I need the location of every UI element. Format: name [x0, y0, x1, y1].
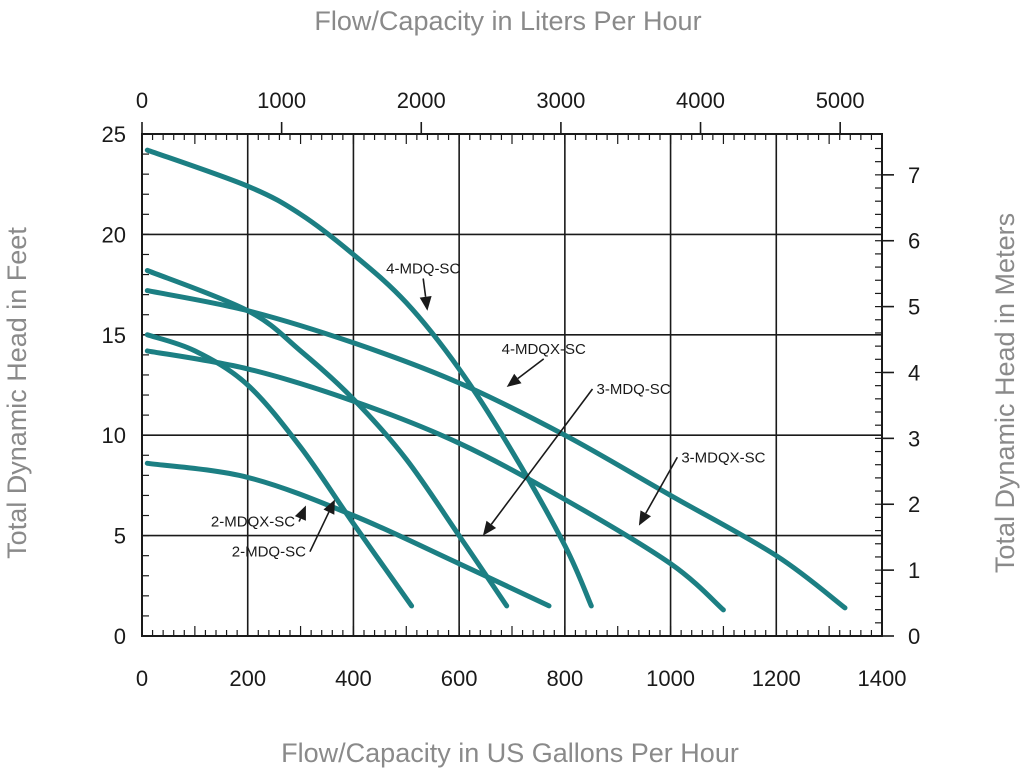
annotation-2-mdq-sc: 2-MDQ-SC [232, 499, 335, 561]
x-tick-label: 800 [546, 666, 583, 691]
x2-tick-label: 2000 [397, 88, 446, 113]
y2-tick-label: 4 [908, 360, 920, 385]
x-tick-label: 200 [229, 666, 266, 691]
leader-line [298, 518, 302, 522]
y2-tick-label: 0 [908, 624, 920, 649]
y-tick-label: 25 [102, 122, 126, 147]
curve-label-3-mdqx-sc: 3-MDQX-SC [681, 449, 765, 466]
curve-label-4-mdqx-sc: 4-MDQX-SC [502, 341, 586, 358]
curve-3-mdqx-sc [144, 348, 726, 613]
arrowhead [638, 510, 651, 526]
curve-label-2-mdqx-sc: 2-MDQX-SC [211, 514, 295, 531]
leader-line [645, 456, 679, 514]
curve-label-3-mdq-sc: 3-MDQ-SC [596, 381, 670, 398]
x2-tick-label: 4000 [676, 88, 725, 113]
x-tick-label: 1000 [646, 666, 695, 691]
x-tick-label: 0 [136, 666, 148, 691]
annotation-4-mdqx-sc: 4-MDQX-SC [502, 341, 586, 387]
curve-4-mdq-sc [144, 147, 594, 609]
y2-tick-label: 6 [908, 229, 920, 254]
y2-tick-label: 7 [908, 163, 920, 188]
y-tick-label: 10 [102, 423, 126, 448]
curve-label-4-mdq-sc: 4-MDQ-SC [386, 261, 460, 278]
curve-4-mdqx-sc [144, 288, 848, 611]
series [144, 147, 848, 613]
y2-tick-label: 2 [908, 492, 920, 517]
arrowhead [294, 505, 306, 521]
annotation-3-mdq-sc: 3-MDQ-SC [482, 381, 671, 536]
x-tick-label: 600 [441, 666, 478, 691]
x2-tick-label: 0 [136, 88, 148, 113]
curve-2-mdq-sc [144, 332, 415, 609]
y2-tick-label: 5 [908, 295, 920, 320]
x-tick-label: 1200 [752, 666, 801, 691]
x2-tick-label: 5000 [816, 88, 865, 113]
leader-line [490, 388, 594, 525]
curve-2-mdqx-sc [144, 460, 552, 609]
right-axis-title: Total Dynamic Head in Meters [990, 213, 1020, 573]
y-tick-label: 5 [114, 524, 126, 549]
arrowhead [323, 499, 335, 515]
x-tick-label: 400 [335, 666, 372, 691]
annotation-2-mdqx-sc: 2-MDQX-SC [211, 505, 306, 531]
arrowhead [482, 520, 497, 536]
curve-label-2-mdq-sc: 2-MDQ-SC [232, 544, 306, 561]
x-tick-label: 1400 [858, 666, 907, 691]
leader-line [422, 278, 427, 297]
annotation-3-mdqx-sc: 3-MDQX-SC [638, 449, 766, 526]
arrowhead [506, 373, 522, 387]
leader-line [517, 358, 545, 380]
x2-tick-label: 1000 [257, 88, 306, 113]
y-tick-label: 0 [114, 624, 126, 649]
left-axis-title: Total Dynamic Head in Feet [2, 227, 32, 559]
y-tick-label: 20 [102, 222, 126, 247]
y2-tick-label: 3 [908, 426, 920, 451]
y-tick-label: 15 [102, 323, 126, 348]
arrowhead [419, 296, 432, 311]
annotation-4-mdq-sc: 4-MDQ-SC [386, 261, 460, 311]
bottom-axis-title: Flow/Capacity in US Gallons Per Hour [281, 738, 739, 768]
y2-tick-label: 1 [908, 558, 920, 583]
top-axis-title: Flow/Capacity in Liters Per Hour [314, 6, 701, 36]
x2-tick-label: 3000 [536, 88, 585, 113]
annotations: 4-MDQ-SC 4-MDQX-SC 3-MDQ-SC 3-MDQX-SC 2-MDQX… [211, 261, 766, 561]
leader-line [309, 511, 330, 553]
